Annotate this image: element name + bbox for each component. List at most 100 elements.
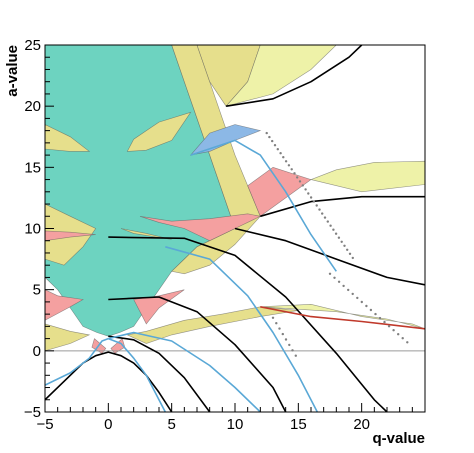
data-point-1 — [268, 135, 271, 139]
data-point-35 — [342, 284, 345, 288]
data-point-34 — [337, 280, 341, 283]
data-point-38 — [356, 296, 359, 300]
data-point-48 — [401, 337, 404, 340]
data-point-2 — [271, 139, 274, 143]
data-point-6 — [282, 156, 285, 159]
y-tick-label: 5 — [33, 282, 41, 299]
data-point-25 — [334, 232, 338, 235]
stability-region-5 — [189, 124, 262, 156]
stability-region-14 — [45, 323, 91, 352]
data-point-16 — [309, 196, 313, 199]
data-point-0 — [265, 131, 268, 135]
data-point-32 — [328, 272, 332, 275]
data-point-49 — [406, 341, 409, 344]
data-point-37 — [351, 292, 354, 296]
data-point-53 — [281, 332, 284, 336]
data-point-22 — [326, 220, 329, 223]
stability-region-4 — [247, 166, 312, 217]
data-point-8 — [287, 164, 291, 167]
data-point-17 — [312, 200, 316, 203]
stability-region-16 — [260, 303, 425, 330]
x-tick-label: 0 — [104, 416, 112, 433]
data-point-45 — [387, 325, 391, 328]
data-point-41 — [369, 308, 373, 312]
x-tick-label: −5 — [36, 416, 53, 433]
x-tick-label: 20 — [353, 416, 370, 433]
stability-region-12 — [45, 289, 84, 321]
y-tick-label: −5 — [24, 404, 41, 421]
data-point-29 — [346, 248, 349, 251]
data-point-52 — [278, 327, 281, 330]
data-point-57 — [294, 354, 297, 357]
data-point-54 — [284, 338, 288, 341]
data-point-56 — [291, 349, 294, 352]
dots-layer — [265, 131, 409, 357]
data-point-33 — [333, 276, 336, 279]
curves-layer — [45, 45, 425, 412]
data-point-9 — [290, 168, 293, 171]
data-point-10 — [293, 172, 296, 175]
y-tick-label: 20 — [24, 98, 41, 115]
regions-layer — [45, 45, 425, 354]
y-tick-label: 25 — [24, 37, 41, 54]
data-point-12 — [298, 180, 302, 183]
data-point-4 — [276, 148, 279, 151]
data-point-39 — [360, 300, 363, 304]
data-point-50 — [271, 316, 275, 319]
boundary-curve-7 — [260, 306, 425, 330]
data-point-51 — [275, 322, 278, 325]
data-point-21 — [323, 216, 327, 219]
data-point-28 — [343, 244, 346, 247]
data-point-24 — [332, 228, 335, 231]
boundary-curve-6 — [225, 45, 363, 107]
data-point-46 — [392, 329, 395, 332]
x-tick-label: 10 — [227, 416, 244, 433]
boundary-curve-2 — [108, 296, 287, 412]
boundary-curve-11 — [165, 246, 319, 412]
data-point-47 — [397, 333, 400, 336]
data-point-43 — [378, 316, 382, 320]
data-point-15 — [307, 192, 310, 195]
data-point-18 — [315, 204, 318, 207]
data-point-42 — [374, 312, 377, 316]
boundary-curve-1 — [108, 335, 211, 412]
x-axis-title: q-value — [372, 430, 425, 447]
data-point-23 — [329, 224, 332, 227]
y-tick-label: 0 — [33, 343, 41, 360]
data-point-55 — [288, 343, 291, 347]
x-tick-label: 5 — [167, 416, 175, 433]
boundary-curve-5 — [260, 195, 425, 218]
stability-region-10 — [126, 111, 192, 152]
data-point-7 — [284, 160, 288, 163]
data-point-20 — [321, 212, 324, 215]
data-point-44 — [383, 320, 386, 324]
data-point-14 — [304, 188, 307, 191]
boundary-curve-10 — [108, 331, 261, 412]
data-point-3 — [273, 144, 277, 147]
data-point-19 — [318, 208, 321, 211]
y-tick-label: 10 — [24, 221, 41, 238]
boundary-curve-3 — [108, 236, 388, 412]
stability-region-17 — [309, 160, 425, 193]
stability-region-3 — [225, 45, 337, 107]
y-axis-title: a-value — [4, 45, 21, 97]
data-point-27 — [340, 240, 343, 243]
data-point-5 — [279, 152, 282, 155]
boundary-curve-9 — [108, 337, 167, 412]
stability-region-11 — [120, 228, 172, 240]
boundary-curve-12 — [190, 139, 337, 272]
ticks-layer: −5 0 5 10 15 20 −5 0 5 10 15 20 25 — [24, 37, 413, 433]
data-point-11 — [296, 176, 299, 179]
data-point-26 — [337, 236, 341, 239]
stability-region-9 — [45, 124, 91, 152]
data-point-40 — [365, 304, 368, 308]
boundary-curve-4 — [234, 227, 425, 286]
data-point-36 — [347, 288, 350, 292]
data-point-31 — [351, 256, 354, 260]
y-tick-label: 15 — [24, 159, 41, 176]
stability-region-8 — [45, 230, 96, 242]
boundary-curve-8 — [45, 337, 109, 386]
boundary-curve-0 — [45, 351, 173, 412]
data-point-30 — [348, 252, 352, 255]
